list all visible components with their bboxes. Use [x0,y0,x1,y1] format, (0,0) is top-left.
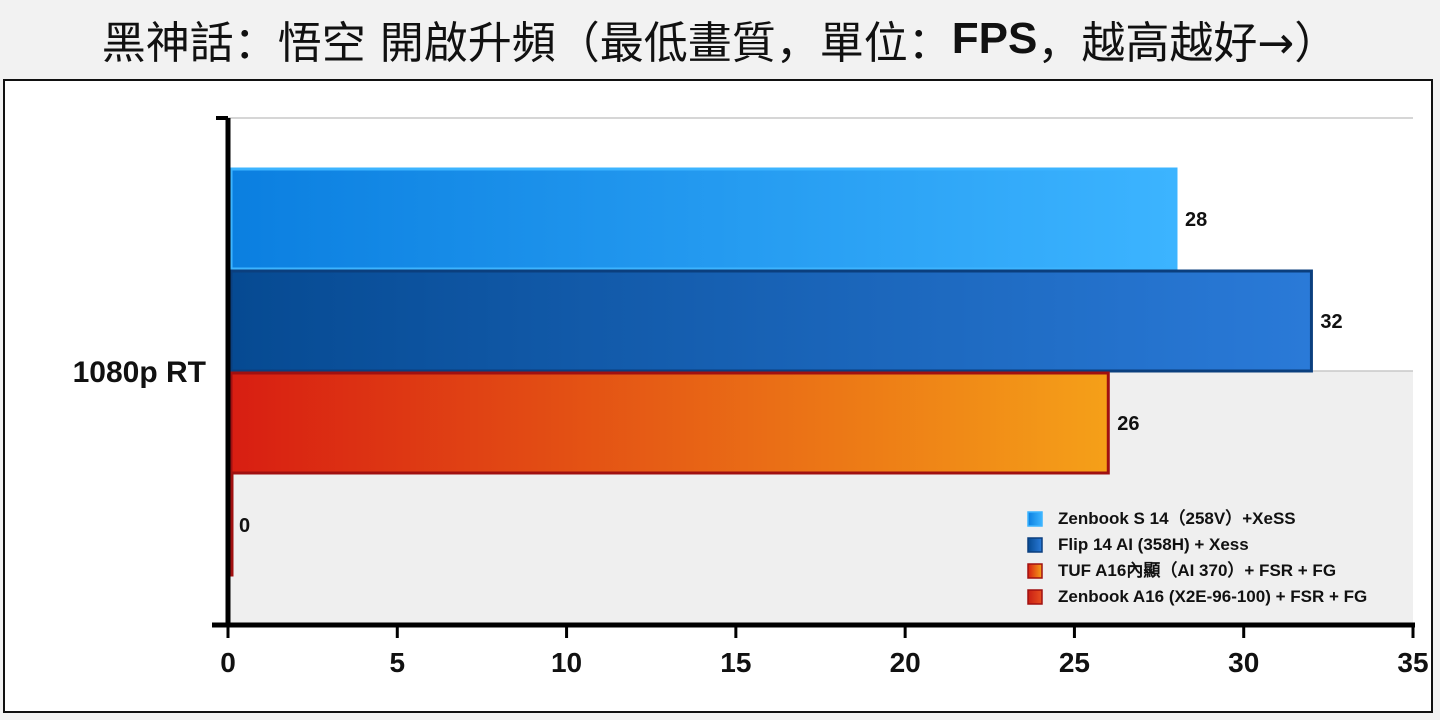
data-label-4: 0 [239,515,250,537]
category-label: 1080p RT [73,356,206,389]
x-tick-label: 20 [890,647,921,678]
title-text: 黑神話：悟空 開啟升頻（最低畫質，單位： [101,18,952,69]
x-tick-label: 0 [220,647,236,678]
x-tick-label: 35 [1397,647,1428,678]
title-tail: ，越高越好→） [1037,18,1339,69]
bar-4 [229,473,234,577]
x-tick-label: 30 [1228,647,1259,678]
title-unit: FPS [951,14,1038,63]
data-label-1: 28 [1185,209,1207,231]
data-label-3: 26 [1117,413,1139,435]
x-tick-label: 25 [1059,647,1090,678]
bar-2 [229,269,1313,373]
bar-1 [229,167,1178,271]
legend-label-2: Flip 14 AI (358H) + Xess [1058,535,1249,554]
legend-swatch-1 [1027,511,1043,527]
legend-swatch-2 [1027,537,1043,553]
legend-label-4: Zenbook A16 (X2E-96-100) + FSR + FG [1058,587,1367,606]
legend-swatch-3 [1027,563,1043,579]
legend-label-1: Zenbook S 14（258V）+XeSS [1058,508,1296,528]
chart-title: 黑神話：悟空 開啟升頻（最低畫質，單位： FPS ，越高越好→） [0,0,1440,78]
x-tick-label: 15 [720,647,751,678]
bar-3 [229,371,1110,475]
x-tick-label: 5 [389,647,405,678]
x-tick-label: 10 [551,647,582,678]
legend-label-3: TUF A16內顯（AI 370）+ FSR + FG [1058,560,1336,580]
legend-swatch-4 [1027,589,1043,605]
data-label-2: 32 [1320,311,1342,333]
